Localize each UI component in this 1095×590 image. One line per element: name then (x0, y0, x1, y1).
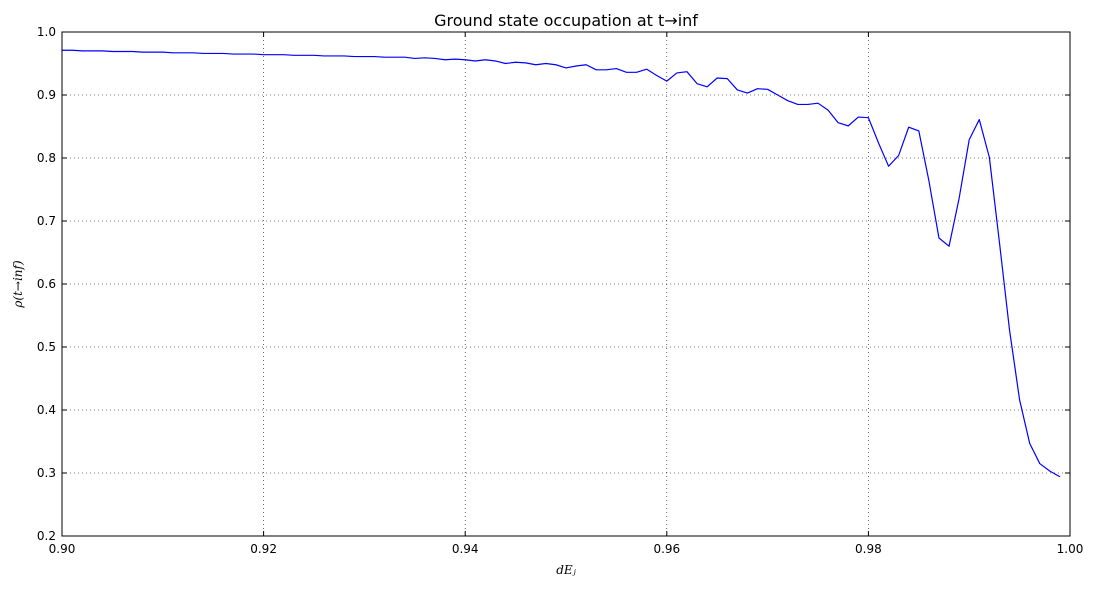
tick-labels: 0.90 0.92 0.94 0.96 0.98 1.00 0.2 0.3 0.4 0.5 0.6 0… (37, 25, 1083, 556)
y-tick-label: 0.2 (37, 529, 56, 543)
grid-lines (62, 32, 1070, 536)
y-axis-label: ρ(t→inf) (11, 260, 25, 309)
y-tick-label: 0.4 (37, 403, 56, 417)
x-axis-label: dEⱼ (556, 563, 576, 577)
x-tick-label: 0.92 (250, 542, 277, 556)
y-tick-label: 0.7 (37, 214, 56, 228)
x-tick-label: 0.94 (452, 542, 479, 556)
chart-title: Ground state occupation at t→inf (434, 11, 698, 30)
x-tick-label: 1.00 (1057, 542, 1084, 556)
y-tick-label: 0.8 (37, 151, 56, 165)
x-tick-label: 0.96 (653, 542, 680, 556)
y-tick-label: 0.3 (37, 466, 56, 480)
x-tick-label: 0.98 (855, 542, 882, 556)
y-tick-label: 0.6 (37, 277, 56, 291)
y-tick-label: 0.9 (37, 88, 56, 102)
y-tick-label: 1.0 (37, 25, 56, 39)
plot-frame (61, 31, 1071, 537)
series-line (62, 49, 1061, 478)
y-tick-label: 0.5 (37, 340, 56, 354)
x-tick-label: 0.90 (49, 542, 76, 556)
